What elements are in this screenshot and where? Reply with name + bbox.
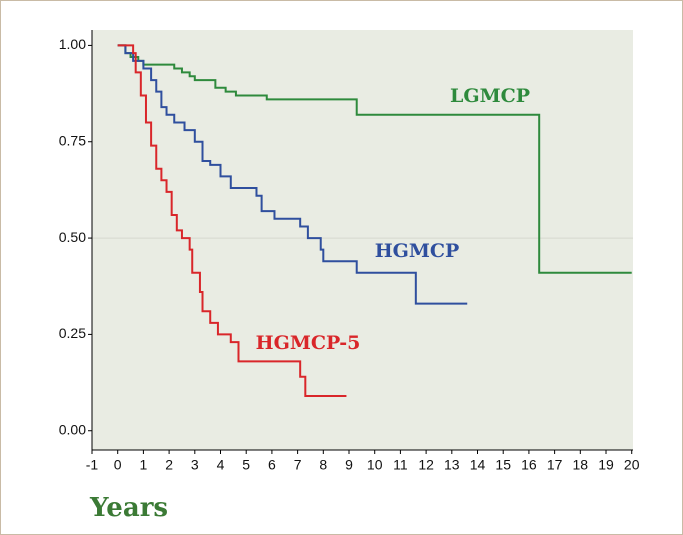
x-tick-label: 0 [114,457,122,473]
x-tick-label: 12 [418,457,434,473]
y-tick-label: 0.00 [59,421,86,437]
y-tick-label: 0.50 [59,229,86,245]
x-tick-label: 4 [217,457,225,473]
x-tick-label: 14 [470,457,486,473]
survival-curve [117,44,632,274]
x-tick-label: 5 [242,457,250,473]
y-tick-label: 0.75 [59,132,86,148]
series-label: HGMCP [375,240,460,262]
survival-curve [117,44,347,398]
x-tick-label: 8 [319,457,327,473]
x-tick-label: -1 [86,457,99,473]
x-tick-label: 11 [393,457,408,473]
x-tick-label: 13 [444,457,460,473]
x-tick-label: 6 [268,457,276,473]
x-tick-label: 16 [521,457,537,473]
x-axis-title: Years [89,493,168,523]
y-tick-label: 1.00 [59,36,86,52]
x-tick-label: 18 [573,457,589,473]
x-tick-label: 15 [495,457,511,473]
x-tick-label: 3 [191,457,199,473]
x-tick-label: 20 [624,457,640,473]
plot-area [92,30,633,450]
series-label: HGMCP-5 [256,332,361,354]
x-tick-label: 17 [547,457,563,473]
x-tick-label: 7 [294,457,302,473]
x-tick-label: 10 [367,457,383,473]
x-tick-label: 19 [598,457,614,473]
series-label: LGMCP [450,85,530,107]
x-tick-label: 2 [165,457,173,473]
x-tick-label: 1 [140,457,148,473]
y-tick-label: 0.25 [59,325,86,341]
x-tick-label: 9 [345,457,353,473]
survival-curve [117,44,468,305]
